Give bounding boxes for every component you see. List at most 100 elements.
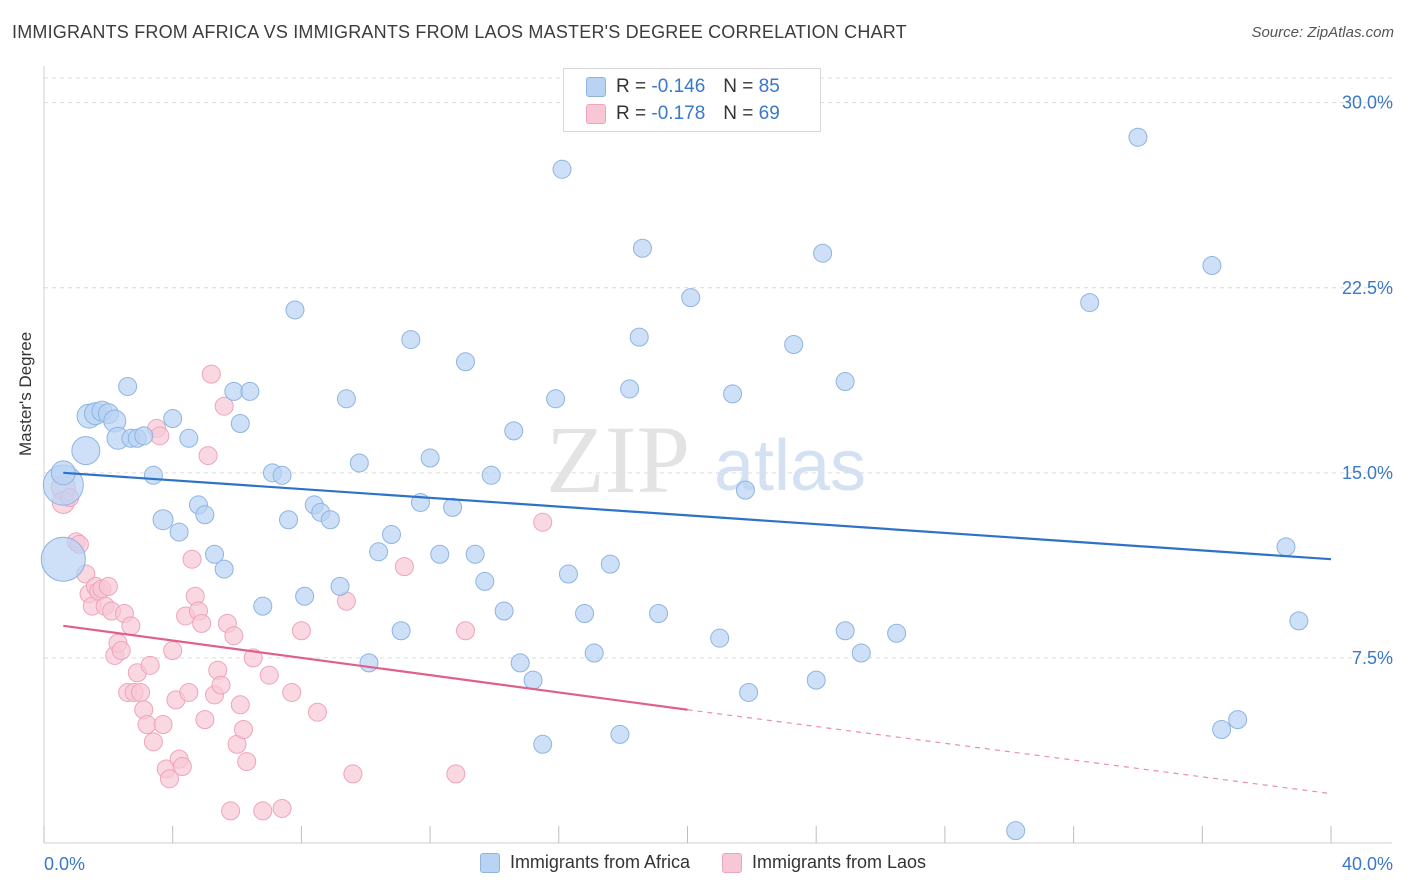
africa-point [359,653,379,673]
africa-point [835,621,855,641]
chart-title: IMMIGRANTS FROM AFRICA VS IMMIGRANTS FRO… [12,22,907,42]
africa-point [546,389,566,409]
africa-point [430,544,450,564]
africa-point [295,586,315,606]
legend-r-label: R = [616,76,647,97]
africa-point [1202,256,1222,276]
legend-swatch-africa [479,852,500,873]
legend-swatch-africa [586,77,606,97]
laos-point [172,757,192,776]
africa-point [369,542,389,562]
africa-point [558,564,578,584]
x-tick-label: 40.0% [1342,854,1393,874]
legend-swatch-laos [721,852,742,873]
africa-point [40,536,86,582]
laos-point [111,641,131,661]
africa-point [533,734,553,754]
africa-point [152,509,174,531]
laos-point [259,665,279,685]
series-africa-points [40,127,1309,841]
africa-point [1228,710,1248,730]
africa-point [224,381,244,401]
watermark-zip: ZIP [546,406,690,513]
africa-point [134,426,154,446]
africa-point [320,510,340,530]
legend-item-africa: Immigrants from Africa [479,852,690,873]
africa-point [494,601,514,621]
africa-point [179,428,199,448]
grid-lines [44,77,1392,659]
africa-point [784,335,804,355]
africa-point [330,576,350,596]
laos-point [182,549,202,569]
africa-point [723,384,743,404]
laos-point [272,798,292,818]
africa-point [610,724,630,744]
legend-swatch-laos [586,104,606,124]
legend-n-value: 69 [758,103,780,124]
laos-point [179,682,199,702]
africa-point [1128,127,1148,147]
y-axis-label: Master's Degree [16,331,35,456]
africa-point [349,453,369,473]
legend-n-value: 85 [758,76,780,97]
series-legend: Immigrants from Africa Immigrants from L… [0,852,1406,873]
laos-point [455,621,475,641]
africa-point [1276,537,1296,557]
africa-point [552,159,572,179]
africa-point [620,379,640,399]
laos-point [243,648,263,668]
laos-point [98,576,118,596]
africa-point [253,596,273,616]
laos-point [237,752,257,772]
legend-r-label: R = [616,103,647,124]
legend-r-value: -0.178 [651,103,706,124]
tick-labels: 7.5% 15.0% 22.5% 30.0% 0.0% 40.0% [44,93,1393,874]
laos-point [159,769,179,789]
trend-lines [63,471,1332,795]
africa-point [272,465,292,485]
x-tick-label: 0.0% [44,854,85,874]
africa-point [1289,611,1309,631]
laos-point [195,710,215,730]
legend-item-laos: Immigrants from Laos [721,852,927,873]
africa-point [455,352,475,372]
africa-point [285,300,305,320]
laos-point [211,675,231,695]
legend-n-label: N = [723,103,754,124]
africa-point [887,623,907,643]
legend-row-africa: R = -0.146 N = 85 [586,74,780,100]
africa-point [475,571,495,591]
africa-point [806,670,826,690]
laos-point [137,715,157,735]
watermark: ZIP atlas [546,406,866,513]
africa-point [649,604,669,623]
africa-point [214,559,234,579]
africa-point [710,628,730,648]
laos-point [214,396,234,416]
correlation-legend: R = -0.146 N = 85 R = -0.178 N = 69 [563,68,821,132]
africa-point [230,413,250,433]
legend-label-africa: Immigrants from Africa [509,852,690,872]
laos-trend-extension [687,709,1332,795]
africa-point [71,436,101,466]
laos-point [150,426,170,446]
africa-point [632,238,652,258]
africa-point [163,409,183,429]
axes [43,66,1392,844]
series-laos-points [50,364,553,821]
africa-point [336,389,356,409]
legend-n-label: N = [723,76,754,97]
africa-point [851,643,871,663]
y-tick-label: 7.5% [1352,648,1393,668]
laos-point [224,626,244,646]
legend-label-laos: Immigrants from Laos [751,852,927,872]
laos-point [131,682,151,702]
africa-point [1080,293,1100,313]
y-tick-label: 15.0% [1342,463,1393,483]
laos-point [394,557,414,577]
africa-point [600,554,620,574]
laos-point [140,655,160,675]
laos-point [233,719,253,739]
